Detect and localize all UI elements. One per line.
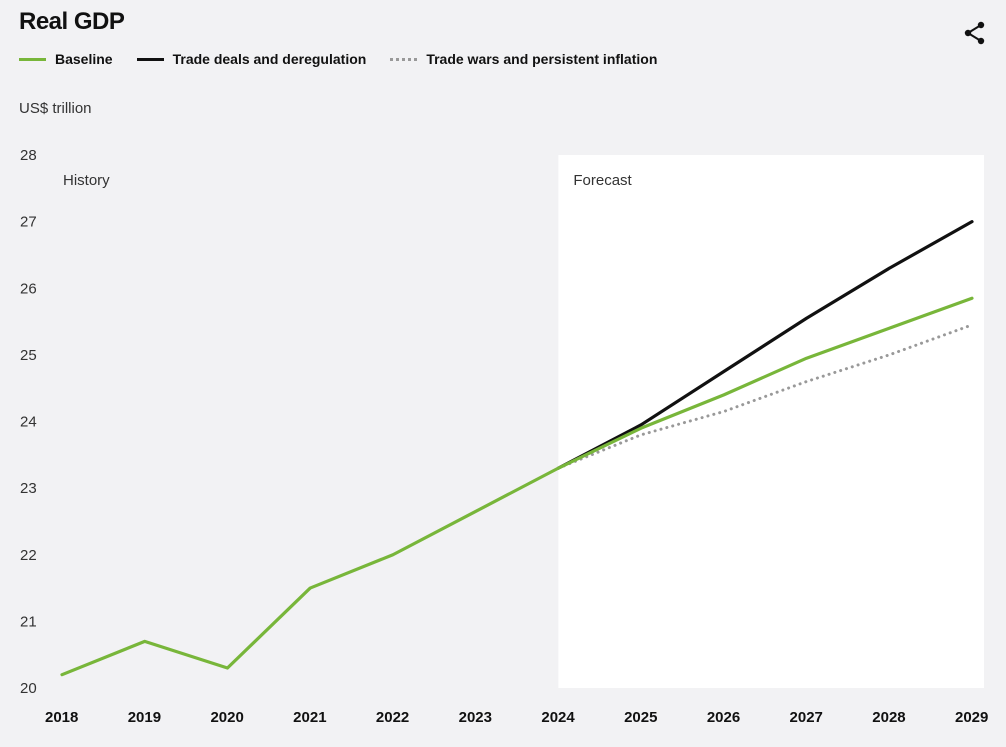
x-tick-label: 2029 (955, 709, 988, 726)
series-line-trade-wars-and-persistent-inflation (556, 323, 974, 470)
y-tick-label: 20 (20, 680, 37, 697)
x-tick-label: 2023 (459, 709, 492, 726)
legend-swatch-baseline (19, 57, 46, 61)
legend-item-trade-wars[interactable]: Trade wars and persistent inflation (390, 51, 657, 67)
chart-title: Real GDP (19, 8, 125, 35)
legend-label-baseline: Baseline (55, 51, 113, 67)
y-tick-label: 22 (20, 547, 37, 564)
x-tick-label: 2022 (376, 709, 409, 726)
region-label-history: History (63, 172, 110, 189)
x-tick-label: 2024 (541, 709, 575, 726)
y-tick-label: 24 (20, 414, 37, 431)
y-tick-label: 25 (20, 347, 37, 364)
x-tick-label: 2018 (45, 709, 78, 726)
legend-swatch-trade-wars (390, 57, 418, 61)
legend-label-trade-wars: Trade wars and persistent inflation (426, 51, 658, 67)
y-tick-label: 28 (20, 147, 37, 164)
region-label-forecast: Forecast (573, 172, 632, 189)
x-tick-label: 2021 (293, 709, 326, 726)
x-tick-label: 2026 (707, 709, 740, 726)
share-icon[interactable] (962, 20, 988, 46)
legend-item-baseline[interactable]: Baseline (19, 51, 113, 67)
y-tick-label: 21 (20, 613, 37, 630)
y-tick-label: 23 (20, 480, 37, 497)
x-tick-label: 2019 (128, 709, 161, 726)
x-tick-label: 2028 (872, 709, 905, 726)
legend-item-trade-deals[interactable]: Trade deals and deregulation (136, 51, 367, 67)
series-line-trade-deals-and-deregulation (556, 220, 974, 470)
series-line-baseline (60, 296, 974, 677)
y-axis-unit-label: US$ trillion (19, 100, 92, 117)
forecast-region (558, 155, 984, 688)
x-tick-label: 2027 (790, 709, 823, 726)
x-tick-label: 2025 (624, 709, 657, 726)
legend: Baseline Trade deals and deregulation Tr… (19, 50, 681, 68)
legend-swatch-trade-deals (136, 57, 164, 61)
x-tick-label: 2020 (210, 709, 243, 726)
y-tick-label: 26 (20, 280, 37, 297)
y-tick-label: 27 (20, 214, 37, 231)
legend-label-trade-deals: Trade deals and deregulation (172, 51, 367, 67)
